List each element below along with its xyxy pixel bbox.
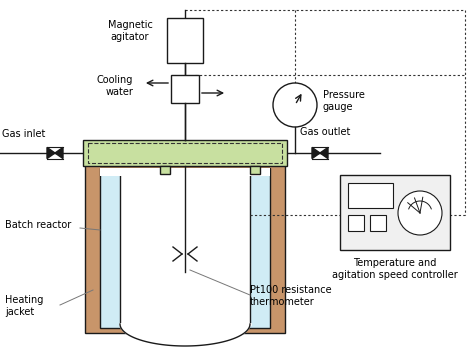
- Bar: [370, 215, 386, 231]
- Bar: [100, 168, 270, 176]
- Text: Cooling
water: Cooling water: [97, 75, 133, 97]
- Bar: [171, 75, 199, 103]
- Polygon shape: [47, 147, 55, 159]
- Text: Batch reactor: Batch reactor: [5, 220, 71, 230]
- Bar: [340, 175, 450, 250]
- Polygon shape: [320, 147, 328, 159]
- Text: Magnetic
agitator: Magnetic agitator: [108, 20, 153, 42]
- Bar: [83, 140, 287, 166]
- Bar: [167, 18, 203, 63]
- Bar: [88, 143, 282, 163]
- Polygon shape: [55, 147, 63, 159]
- Polygon shape: [312, 147, 320, 159]
- Circle shape: [398, 191, 442, 235]
- Text: Pressure
gauge: Pressure gauge: [323, 90, 365, 112]
- Bar: [85, 158, 285, 333]
- Circle shape: [273, 83, 317, 127]
- Bar: [348, 183, 393, 208]
- Polygon shape: [120, 324, 250, 346]
- Text: Heating
jacket: Heating jacket: [5, 295, 44, 317]
- Bar: [120, 172, 250, 324]
- Text: Gas outlet: Gas outlet: [300, 127, 350, 137]
- Text: Gas inlet: Gas inlet: [2, 129, 46, 139]
- Text: Pt100 resistance
thermometer: Pt100 resistance thermometer: [250, 285, 332, 307]
- Bar: [348, 215, 364, 231]
- Text: Temperature and
agitation speed controller: Temperature and agitation speed controll…: [332, 258, 458, 280]
- Bar: [250, 166, 260, 174]
- Bar: [100, 168, 270, 328]
- Bar: [160, 166, 170, 174]
